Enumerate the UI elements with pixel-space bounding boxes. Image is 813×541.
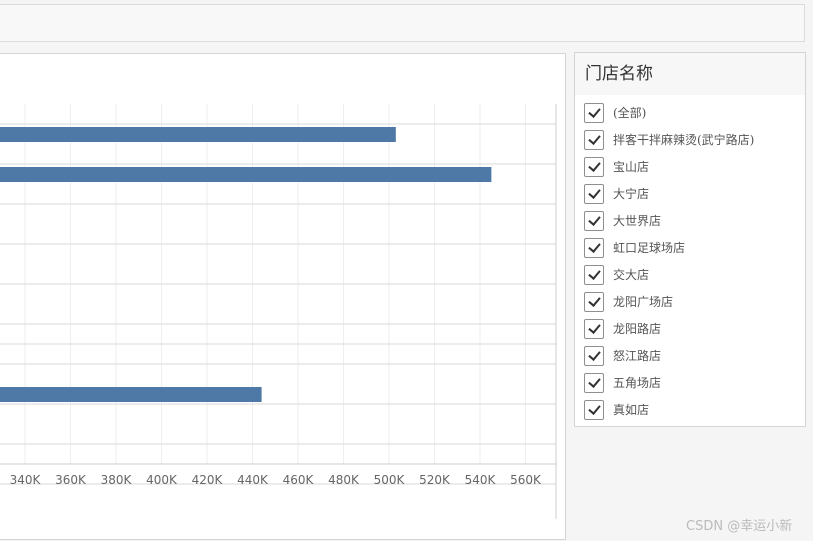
- x-tick-label: 460K: [283, 473, 315, 487]
- filter-item[interactable]: 宝山店: [584, 153, 805, 180]
- filter-item[interactable]: 真如店: [584, 396, 805, 423]
- filter-item[interactable]: (全部): [584, 99, 805, 126]
- bar: [0, 387, 262, 402]
- bar: [0, 127, 396, 142]
- filter-item-label: 龙阳广场店: [613, 295, 674, 309]
- x-tick-label: 340K: [10, 473, 42, 487]
- x-tick-label: 400K: [146, 473, 178, 487]
- watermark: CSDN @幸运小新: [686, 519, 793, 534]
- store-filter-panel: 门店名称 (全部) 拌客干拌麻辣烫(武宁路店) 宝山店大宁店大世界店虹口足球场店 交大…: [574, 52, 806, 427]
- filter-item-label: 宝山店: [613, 160, 650, 174]
- filter-checkbox[interactable]: [584, 183, 604, 204]
- filter-item-label: (全部): [613, 106, 647, 120]
- filter-checkbox[interactable]: [584, 399, 604, 420]
- x-tick-label: 360K: [55, 473, 87, 487]
- x-tick-label: 480K: [328, 473, 360, 487]
- x-tick-label: 420K: [192, 473, 224, 487]
- filter-item-label: 拌客干拌麻辣烫(武宁路店): [613, 133, 755, 147]
- filter-item[interactable]: 虹口足球场店: [584, 234, 805, 261]
- filter-item[interactable]: 交大店: [584, 261, 805, 288]
- filter-checkbox[interactable]: [584, 372, 604, 393]
- filter-list: (全部) 拌客干拌麻辣烫(武宁路店) 宝山店大宁店大世界店虹口足球场店 交大店龙阳广场…: [575, 95, 805, 423]
- filter-item[interactable]: 龙阳广场店: [584, 288, 805, 315]
- filter-checkbox[interactable]: [584, 345, 604, 366]
- bar-chart: 340K 360K 380K 400K 420K 440K 460K 480K 500K 520K…: [0, 104, 557, 519]
- x-tick-label: 540K: [465, 473, 497, 487]
- filter-checkbox[interactable]: [584, 291, 604, 312]
- filter-item[interactable]: 五角场店: [584, 369, 805, 396]
- x-tick-label: 440K: [237, 473, 269, 487]
- filter-item[interactable]: 大宁店: [584, 180, 805, 207]
- filter-item-label: 大世界店: [613, 214, 662, 228]
- filter-item-label: 龙阳路店: [613, 322, 662, 336]
- x-tick-label: 380K: [101, 473, 133, 487]
- filter-item[interactable]: 大世界店: [584, 207, 805, 234]
- filter-item-label: 五角场店: [613, 376, 662, 390]
- filter-checkbox[interactable]: [584, 237, 604, 258]
- filter-item-label: 交大店: [613, 268, 650, 282]
- x-tick-label: 520K: [419, 473, 451, 487]
- filter-item[interactable]: 龙阳路店: [584, 315, 805, 342]
- filter-item-label: 怒江路店: [613, 349, 662, 363]
- filter-item-label: 真如店: [613, 403, 650, 417]
- x-tick-label: 500K: [374, 473, 406, 487]
- filter-item-label: 虹口足球场店: [613, 241, 686, 255]
- filter-item[interactable]: 怒江路店: [584, 342, 805, 369]
- filter-checkbox[interactable]: [584, 156, 604, 177]
- filter-checkbox[interactable]: [584, 264, 604, 285]
- x-tick-label: 560K: [510, 473, 542, 487]
- filter-checkbox[interactable]: [584, 129, 604, 150]
- bar: [0, 167, 492, 182]
- bar-chart-panel: 340K 360K 380K 400K 420K 440K 460K 480K 500K 520K…: [0, 53, 566, 540]
- filter-title: 门店名称: [575, 53, 805, 95]
- filter-checkbox[interactable]: [584, 210, 604, 231]
- filter-checkbox[interactable]: [584, 318, 604, 339]
- filter-item[interactable]: 拌客干拌麻辣烫(武宁路店): [584, 126, 805, 153]
- filter-item-label: 大宁店: [613, 187, 650, 201]
- top-toolbar: [0, 4, 805, 42]
- filter-checkbox[interactable]: [584, 102, 604, 123]
